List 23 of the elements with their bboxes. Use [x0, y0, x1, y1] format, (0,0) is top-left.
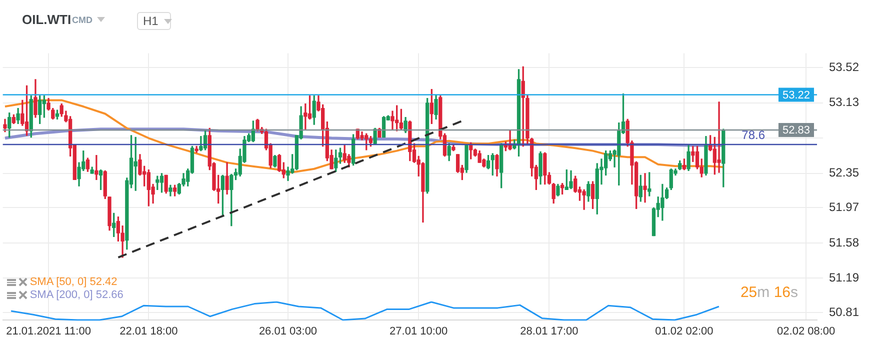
ref-line-label: 52.83: [782, 124, 810, 137]
text: SMA [50, 0] 52.42: [30, 276, 118, 288]
x-tick-label: 27.01 10:00: [390, 325, 448, 338]
y-tick-label: 53.13: [829, 95, 860, 110]
x-tick-label: 28.01 17:00: [520, 325, 578, 338]
y-tick-label: 50.81: [829, 304, 860, 319]
chart-subtitle: CMD: [72, 15, 92, 25]
y-tick-label: 53.52: [829, 60, 860, 74]
x-tick-label: 26.01 03:00: [258, 325, 318, 338]
x-tick-label: 22.01 18:00: [120, 325, 178, 338]
y-tick-label: 51.58: [829, 235, 860, 250]
y-tick-label: 51.19: [829, 270, 860, 285]
y-tick-label: 52.35: [829, 166, 860, 180]
ref-line-label: 53.22: [782, 89, 810, 102]
y-tick-label: 51.97: [829, 200, 860, 214]
annotation: 25m 16s: [740, 284, 798, 301]
text: H1: [143, 14, 158, 28]
chart-title: OIL.WTI: [22, 12, 72, 27]
x-tick-label: 02.02 08:00: [777, 325, 836, 338]
x-tick-label: 21.01.2021 11:00: [6, 325, 91, 338]
x-tick-label: 01.02 02:00: [655, 325, 714, 338]
annotation: 78.6: [742, 128, 766, 142]
text: SMA [200, 0] 52.66: [30, 289, 124, 302]
